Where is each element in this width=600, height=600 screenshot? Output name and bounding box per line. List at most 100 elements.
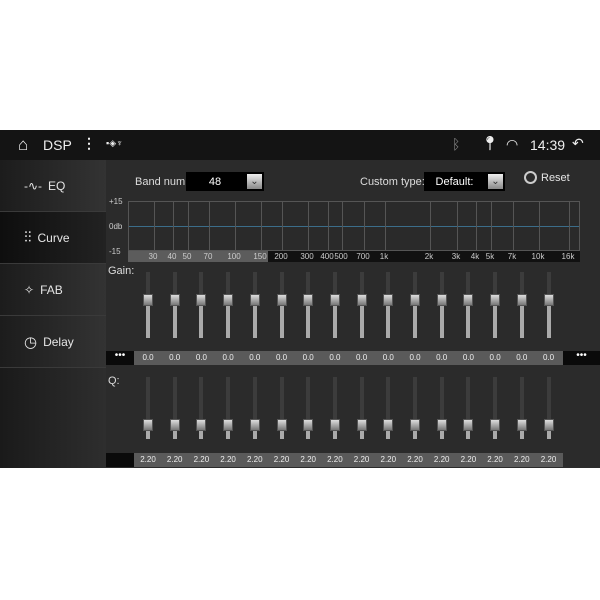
x-label: 300 [300,252,314,261]
gain-slider[interactable] [249,272,260,338]
q-slider[interactable] [249,377,260,439]
slider-thumb[interactable] [516,294,527,306]
sidebar-item-curve[interactable]: ⫶⫶ Curve [0,212,106,264]
q-value: 2.20 [273,455,290,464]
slider-thumb[interactable] [196,294,207,306]
more-vert-icon[interactable]: ⋮ [82,135,96,151]
grid-line [308,202,309,252]
gain-slider[interactable] [196,272,207,338]
slider-thumb[interactable] [143,419,153,431]
x-label: 150 [253,252,267,261]
gain-slider[interactable] [543,272,554,338]
x-label: 40 [167,252,177,261]
grid-line [328,202,329,252]
slider-thumb[interactable] [490,294,501,306]
q-slider[interactable] [196,377,207,439]
reset-label: Reset [541,171,570,184]
grid-line [364,202,365,252]
scroll-right-button[interactable]: ••• [563,351,600,365]
x-label: 3k [451,252,461,261]
x-label: 5k [485,252,495,261]
grid-line [261,202,262,252]
q-slider[interactable] [356,377,367,439]
q-slider[interactable] [516,377,527,439]
gain-slider[interactable] [143,272,153,338]
slider-thumb[interactable] [543,294,554,306]
x-label: 50 [182,252,192,261]
q-slider[interactable] [463,377,474,439]
q-slider[interactable] [276,377,287,439]
gain-value: 0.0 [329,353,341,362]
slider-thumb[interactable] [249,294,260,306]
q-value: 2.20 [353,455,370,464]
q-slider[interactable] [329,377,340,439]
slider-thumb[interactable] [516,419,527,431]
slider-thumb[interactable] [490,419,501,431]
slider-thumb[interactable] [303,294,314,306]
slider-thumb[interactable] [383,419,394,431]
slider-thumb[interactable] [169,419,180,431]
q-slider[interactable] [410,377,420,439]
slider-thumb[interactable] [276,294,287,306]
slider-thumb[interactable] [543,419,554,431]
q-value: 2.20 [514,455,530,464]
sidebar-item-delay[interactable]: ◷ Delay [0,316,106,368]
eq-curve-chart[interactable] [128,201,580,252]
gain-slider[interactable] [169,272,180,338]
slider-thumb[interactable] [249,419,260,431]
q-slider[interactable] [169,377,180,439]
slider-thumb[interactable] [356,294,367,306]
gain-slider[interactable] [356,272,367,338]
gain-slider[interactable] [276,272,287,338]
slider-thumb[interactable] [463,419,474,431]
q-slider[interactable] [383,377,394,439]
gain-value: 0.0 [462,353,474,362]
home-icon[interactable]: ⌂ [18,135,29,154]
slider-thumb[interactable] [463,294,474,306]
gain-slider[interactable] [410,272,420,338]
gain-slider[interactable] [490,272,501,338]
slider-thumb[interactable] [356,419,367,431]
gain-value: 0.0 [542,353,555,362]
gain-slider[interactable] [303,272,314,338]
slider-thumb[interactable] [223,294,234,306]
slider-thumb[interactable] [303,419,314,431]
q-slider[interactable] [436,377,447,439]
q-slider[interactable] [143,377,153,439]
slider-thumb[interactable] [169,294,180,306]
slider-thumb[interactable] [436,419,447,431]
radio-icon [524,171,537,184]
gain-slider[interactable] [383,272,394,338]
slider-thumb[interactable] [383,294,394,306]
q-slider[interactable] [223,377,234,439]
q-slider[interactable] [490,377,501,439]
gain-slider[interactable] [223,272,234,338]
gain-slider[interactable] [329,272,340,338]
reset-button[interactable]: Reset [524,171,570,184]
slider-thumb[interactable] [329,294,340,306]
gain-slider[interactable] [516,272,527,338]
band-num-select[interactable]: 48 ⌄ [186,172,264,191]
q-slider[interactable] [543,377,554,439]
slider-thumb[interactable] [196,419,207,431]
slider-thumb[interactable] [143,294,153,306]
scroll-left-button[interactable]: ••• [106,351,134,365]
gain-slider[interactable] [436,272,447,338]
back-icon[interactable]: ↶ [572,135,584,151]
app-title: DSP [43,137,72,153]
slider-thumb[interactable] [436,294,447,306]
slider-thumb[interactable] [329,419,340,431]
grid-line [513,202,514,252]
gain-slider[interactable] [463,272,474,338]
slider-thumb[interactable] [410,294,420,306]
custom-type-select[interactable]: Default: ⌄ [424,172,505,191]
slider-thumb[interactable] [223,419,234,431]
slider-thumb[interactable] [410,419,420,431]
slider-thumb[interactable] [276,419,287,431]
dsp-app: ⌂ DSP ⋮ ▪◈♆ ᛒ 📍︎ ◠ 14:39 ↶ -∿- EQ ⫶⫶ Curve… [0,130,600,468]
gain-value: 0.0 [489,353,501,362]
status-bar: ⌂ DSP ⋮ ▪◈♆ ᛒ 📍︎ ◠ 14:39 ↶ [0,130,600,160]
sidebar-item-fab[interactable]: ✧ FAB [0,264,106,316]
q-slider[interactable] [303,377,314,439]
sidebar-item-eq[interactable]: -∿- EQ [0,160,106,212]
